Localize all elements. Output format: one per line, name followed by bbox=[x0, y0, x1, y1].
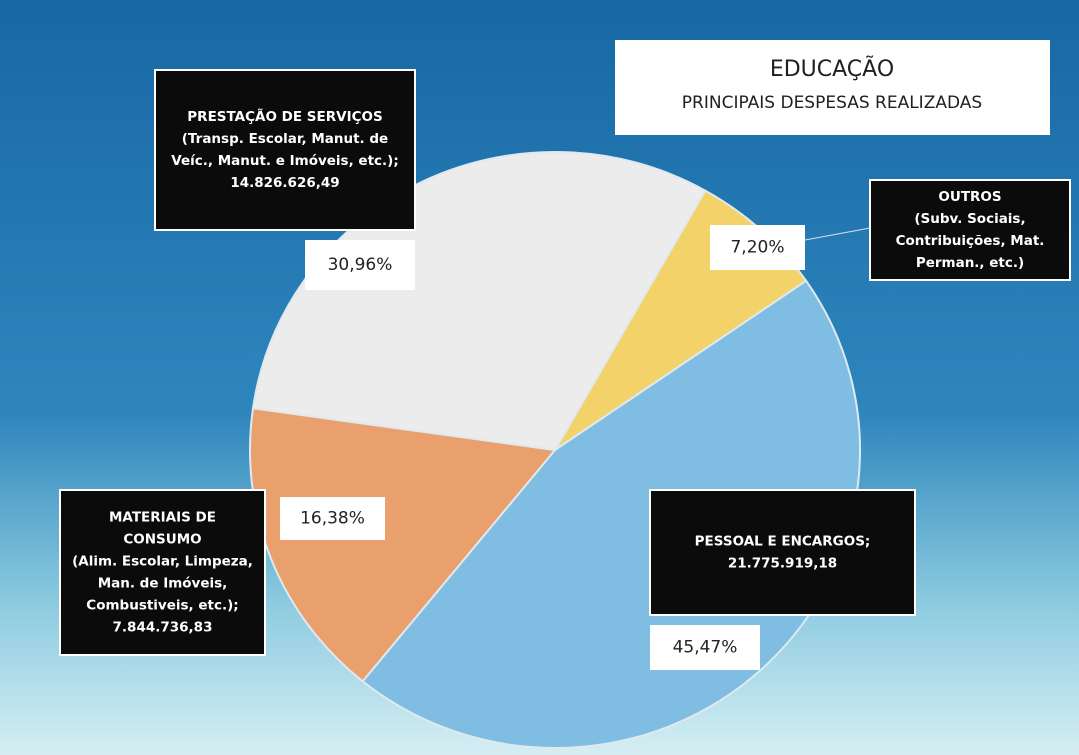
callout-box bbox=[649, 489, 916, 616]
pie-slice bbox=[249, 407, 557, 683]
callout-text: PESSOAL E ENCARGOS; bbox=[695, 534, 871, 550]
value-label: 7,20% bbox=[730, 238, 784, 258]
callout-text: Man. de Imóveis, bbox=[98, 576, 228, 592]
callout-text: 7.844.736,83 bbox=[113, 620, 213, 636]
callout-text: PRESTAÇÃO DE SERVIÇOS bbox=[187, 108, 382, 125]
value-label-box bbox=[710, 225, 805, 270]
callout-text: 21.775.919,18 bbox=[728, 556, 837, 572]
value-label-box bbox=[305, 240, 415, 290]
value-label: 30,96% bbox=[328, 255, 393, 275]
leader-line bbox=[804, 227, 871, 241]
callout-box bbox=[154, 69, 416, 231]
callout-text: (Transp. Escolar, Manut. de bbox=[182, 131, 388, 147]
callout-text: (Subv. Sociais, bbox=[914, 211, 1025, 227]
value-label-box bbox=[280, 497, 385, 540]
value-label: 16,38% bbox=[300, 509, 365, 529]
callout-text: MATERIAIS DE bbox=[109, 510, 216, 526]
callout-box bbox=[869, 179, 1071, 281]
callout-text: CONSUMO bbox=[123, 532, 201, 548]
callout-text: Veíc., Manut. e Imóveis, etc.); bbox=[171, 153, 398, 169]
callout-text: (Alim. Escolar, Limpeza, bbox=[72, 554, 253, 570]
chart-title: EDUCAÇÃO bbox=[770, 55, 894, 82]
callout-text: 14.826.626,49 bbox=[230, 175, 339, 191]
callout-text: Combustiveis, etc.); bbox=[86, 598, 238, 614]
title-box bbox=[615, 40, 1050, 135]
value-label-box bbox=[650, 625, 760, 670]
value-label: 45,47% bbox=[673, 638, 738, 658]
callout-text: Contribuições, Mat. bbox=[896, 233, 1045, 249]
callout-box bbox=[59, 489, 266, 656]
chart-subtitle: PRINCIPAIS DESPESAS REALIZADAS bbox=[682, 93, 982, 113]
callout-text: OUTROS bbox=[938, 189, 1001, 205]
callout-text: Perman., etc.) bbox=[916, 255, 1024, 271]
